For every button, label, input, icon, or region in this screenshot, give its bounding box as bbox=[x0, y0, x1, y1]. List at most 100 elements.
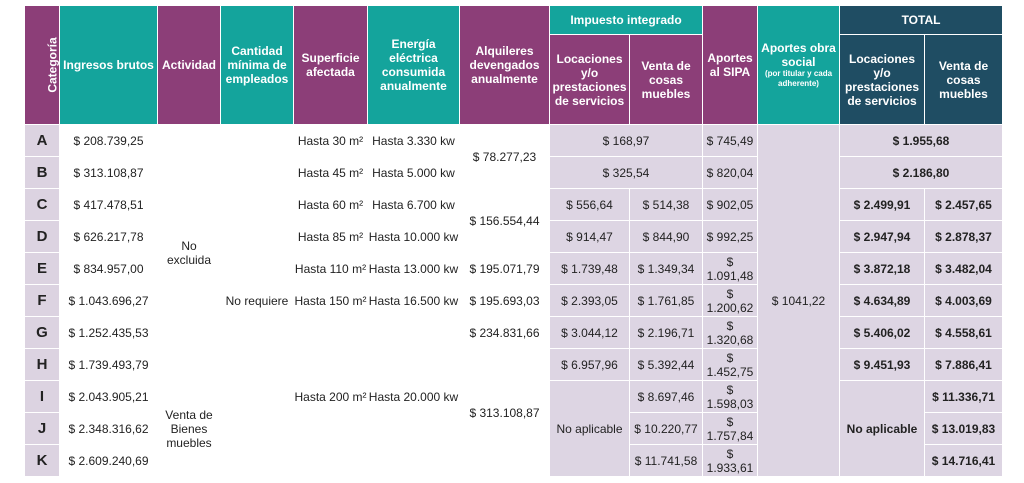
tot-venta-cell: $ 2.457,65 bbox=[923, 188, 1004, 221]
sipa-cell: $ 1.091,48 bbox=[702, 252, 758, 285]
header-tot-venta: Venta de cosas muebles bbox=[923, 34, 1004, 125]
table-row: A $ 208.739,25 No excluida No requiere H… bbox=[24, 124, 1004, 477]
header-total: TOTAL bbox=[838, 5, 1004, 35]
alquileres-cell: $ 195.071,79 bbox=[459, 252, 550, 285]
energia-cell: Hasta 10.000 kw bbox=[367, 220, 460, 253]
category-cell: C bbox=[24, 188, 60, 221]
superficie-cell: Hasta 45 m² bbox=[293, 156, 368, 189]
energia-cell: Hasta 16.500 kw bbox=[367, 284, 460, 317]
sipa-cell: $ 902,05 bbox=[702, 188, 758, 221]
energia-cell: Hasta 20.000 kw bbox=[367, 316, 460, 477]
header-empleados: Cantidad mínima de empleados bbox=[220, 5, 294, 125]
ingresos-cell: $ 626.217,78 bbox=[59, 220, 158, 253]
table-row: E $ 834.957,00 Hasta 110 m² Hasta 13.000… bbox=[24, 252, 1004, 285]
tot-locaciones-cell: $ 3.872,18 bbox=[839, 252, 925, 285]
ingresos-cell: $ 2.043.905,21 bbox=[59, 380, 158, 413]
alquileres-cell: $ 195.693,03 bbox=[459, 284, 550, 317]
header-energia: Energía eléctrica consumida anualmente bbox=[367, 5, 460, 125]
alquileres-cell: $ 156.554,44 bbox=[459, 188, 550, 253]
table-row: H $ 1.739.493,79 $ 313.108,87 $ 6.957,96… bbox=[24, 348, 1004, 477]
energia-cell: Hasta 13.000 kw bbox=[367, 252, 460, 285]
tot-venta-cell: $ 3.482,04 bbox=[923, 252, 1004, 285]
table-row: F $ 1.043.696,27 Hasta 150 m² Hasta 16.5… bbox=[24, 284, 1004, 317]
total-cell: $ 1.955,68 bbox=[838, 124, 1004, 157]
category-cell: F bbox=[24, 284, 60, 317]
imp-venta-cell: $ 8.697,46 bbox=[629, 380, 703, 413]
header-obra-social: Aportes obra social (por titular y cada … bbox=[757, 5, 840, 125]
tot-venta-cell: $ 11.336,71 bbox=[923, 380, 1004, 413]
tot-locaciones-cell: $ 2.499,91 bbox=[839, 188, 925, 221]
alquileres-cell: $ 78.277,23 bbox=[459, 124, 550, 189]
imp-venta-cell: $ 514,38 bbox=[629, 188, 703, 221]
sipa-cell: $ 1.320,68 bbox=[702, 316, 758, 349]
ingresos-cell: $ 1.043.696,27 bbox=[59, 284, 158, 317]
superficie-cell: Hasta 85 m² bbox=[293, 220, 368, 253]
header-tot-locaciones: Locaciones y/o prestaciones de servicios bbox=[839, 34, 925, 125]
category-cell: G bbox=[24, 316, 60, 349]
superficie-cell: Hasta 60 m² bbox=[293, 188, 368, 221]
imp-locaciones-cell: $ 6.957,96 bbox=[549, 348, 630, 381]
superficie-cell: Hasta 150 m² bbox=[293, 284, 368, 317]
ingresos-cell: $ 1.739.493,79 bbox=[59, 348, 158, 381]
header-actividad: Actividad bbox=[157, 5, 221, 125]
imp-locaciones-cell: No aplicable bbox=[549, 380, 630, 477]
superficie-cell: Hasta 110 m² bbox=[293, 252, 368, 285]
header-impuesto-integrado: Impuesto integrado bbox=[549, 5, 703, 35]
table-row: D $ 626.217,78 Hasta 85 m² Hasta 10.000 … bbox=[24, 220, 1004, 253]
imp-venta-cell: $ 11.741,58 bbox=[629, 444, 703, 477]
energia-cell: Hasta 6.700 kw bbox=[367, 188, 460, 221]
ingresos-cell: $ 208.739,25 bbox=[59, 124, 158, 157]
actividad-cell: Venta de Bienes muebles bbox=[157, 380, 221, 477]
header-imp-locaciones: Locaciones y/o prestaciones de servicios bbox=[549, 34, 630, 125]
category-cell: H bbox=[24, 348, 60, 381]
energia-cell: Hasta 3.330 kw bbox=[367, 124, 460, 157]
category-cell: A bbox=[24, 124, 60, 157]
header-imp-venta: Venta de cosas muebles bbox=[629, 34, 703, 125]
imp-venta-cell: $ 2.196,71 bbox=[629, 316, 703, 349]
energia-cell: Hasta 5.000 kw bbox=[367, 156, 460, 189]
imp-venta-cell: $ 10.220,77 bbox=[629, 412, 703, 445]
alquileres-cell: $ 234.831,66 bbox=[459, 316, 550, 349]
tot-venta-cell: $ 4.558,61 bbox=[923, 316, 1004, 349]
imp-venta-cell: $ 1.761,85 bbox=[629, 284, 703, 317]
sipa-cell: $ 1.598,03 bbox=[702, 380, 758, 413]
category-cell: K bbox=[24, 444, 60, 477]
obra-social-cell: $ 1041,22 bbox=[757, 124, 840, 477]
tot-locaciones-cell: $ 2.947,94 bbox=[839, 220, 925, 253]
imp-locaciones-cell: $ 2.393,05 bbox=[549, 284, 630, 317]
sipa-cell: $ 1.452,75 bbox=[702, 348, 758, 381]
header-obra-social-note: (por titular y cada adherente) bbox=[764, 69, 833, 88]
sipa-cell: $ 820,04 bbox=[702, 156, 758, 189]
impuesto-cell: $ 325,54 bbox=[549, 156, 703, 189]
table-row: B $ 313.108,87 Hasta 45 m² Hasta 5.000 k… bbox=[24, 156, 1004, 189]
imp-venta-cell: $ 1.349,34 bbox=[629, 252, 703, 285]
category-cell: J bbox=[24, 412, 60, 445]
header-sipa: Aportes al SIPA bbox=[702, 5, 758, 125]
ingresos-cell: $ 834.957,00 bbox=[59, 252, 158, 285]
sipa-cell: $ 1.757,84 bbox=[702, 412, 758, 445]
monotributo-table-container: Categoría Ingresos brutos Actividad Cant… bbox=[24, 5, 1004, 477]
header-superficie: Superficie afectada bbox=[293, 5, 368, 125]
sipa-cell: $ 1.933,61 bbox=[702, 444, 758, 477]
table-row: C $ 417.478,51 Hasta 60 m² Hasta 6.700 k… bbox=[24, 188, 1004, 253]
tot-locaciones-cell: No aplicable bbox=[839, 380, 925, 477]
category-cell: E bbox=[24, 252, 60, 285]
category-cell: D bbox=[24, 220, 60, 253]
category-cell: B bbox=[24, 156, 60, 189]
alquileres-cell: $ 313.108,87 bbox=[459, 348, 550, 477]
tot-locaciones-cell: $ 5.406,02 bbox=[839, 316, 925, 349]
imp-locaciones-cell: $ 1.739,48 bbox=[549, 252, 630, 285]
imp-locaciones-cell: $ 914,47 bbox=[549, 220, 630, 253]
sipa-cell: $ 992,25 bbox=[702, 220, 758, 253]
total-cell: $ 2.186,80 bbox=[838, 156, 1004, 189]
imp-locaciones-cell: $ 3.044,12 bbox=[549, 316, 630, 349]
table-row: I $ 2.043.905,21 Venta de Bienes muebles… bbox=[24, 380, 1004, 477]
header-ingresos: Ingresos brutos bbox=[59, 5, 158, 125]
ingresos-cell: $ 2.348.316,62 bbox=[59, 412, 158, 445]
header-categoria: Categoría bbox=[24, 5, 60, 125]
empleados-cell: No requiere bbox=[220, 124, 294, 477]
tot-venta-cell: $ 7.886,41 bbox=[923, 348, 1004, 381]
imp-locaciones-cell: $ 556,64 bbox=[549, 188, 630, 221]
superficie-cell: Hasta 200 m² bbox=[293, 316, 368, 477]
sipa-cell: $ 745,49 bbox=[702, 124, 758, 157]
